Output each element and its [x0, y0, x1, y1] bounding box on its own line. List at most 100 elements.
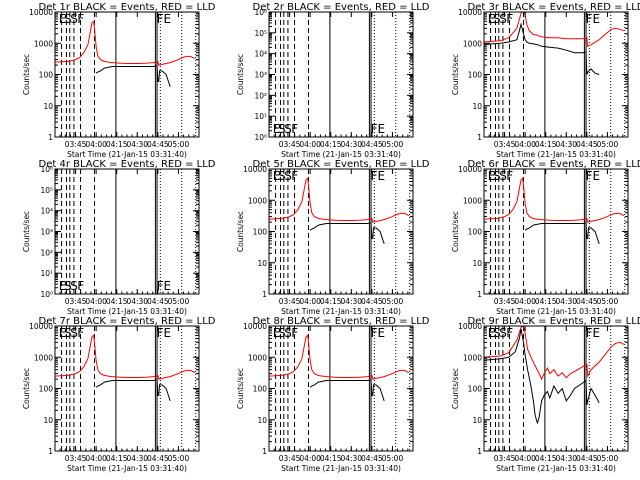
x-tick-label: 04:30 [126, 454, 148, 463]
event-marker-label: F [291, 122, 298, 136]
x-axis-label: Start Time (21-Jan-15 03:31:40) [496, 464, 616, 473]
event-marker-label: S [70, 12, 78, 26]
x-tick-label: 04:00 [85, 297, 107, 306]
y-tick-label: 1000 [248, 196, 267, 205]
event-marker-label: S [499, 12, 507, 26]
y-tick-label: 10000 [458, 322, 482, 331]
event-marker-label: E [273, 169, 281, 183]
y-tick-label: 10⁵ [254, 29, 267, 38]
x-tick-label: 04:45 [147, 454, 169, 463]
x-tick-label: 03:45 [494, 454, 516, 463]
panel-title: Det 3r BLACK = Events, RED = LLD [468, 2, 640, 13]
x-tick-label: 05:00 [382, 297, 404, 306]
x-tick-label: 04:00 [299, 454, 321, 463]
x-tick-label: 05:00 [168, 454, 190, 463]
event-marker-label: E [488, 326, 496, 340]
event-marker-label: E [488, 12, 496, 26]
lld-series-line [269, 177, 410, 223]
x-tick-label: 05:00 [168, 140, 190, 149]
plot-frame [483, 168, 629, 295]
y-tick-label: 1 [262, 290, 267, 299]
y-tick-label: 100 [39, 385, 54, 394]
x-axis-label: Start Time (21-Jan-15 03:31:40) [496, 307, 616, 316]
event-marker-label: E [59, 326, 67, 340]
x-tick-label: 04:15 [320, 297, 342, 306]
x-tick-label: 04:30 [555, 454, 577, 463]
y-tick-label: 10¹ [40, 269, 53, 278]
x-tick-label: 04:45 [147, 140, 169, 149]
y-tick-label: 10000 [29, 8, 53, 17]
panel-title: Det 9r BLACK = Events, RED = LLD [468, 316, 640, 327]
y-axis-label: Counts/sec [22, 211, 31, 252]
plot-frame [268, 11, 414, 138]
plot-frame [483, 325, 629, 452]
y-tick-label: 10⁰ [254, 133, 267, 142]
y-tick-label: 10000 [243, 322, 267, 331]
events-series-line [309, 379, 385, 402]
x-tick-label: 04:15 [535, 140, 557, 149]
x-tick-label: 03:45 [494, 140, 516, 149]
x-tick-label: 04:30 [340, 454, 362, 463]
event-marker-label: FE [371, 326, 385, 340]
lld-series-line [484, 12, 625, 48]
y-tick-label: 100 [39, 71, 54, 80]
event-marker-label: S [64, 12, 72, 26]
x-tick-label: 03:45 [65, 140, 87, 149]
y-tick-label: 10 [43, 416, 53, 425]
y-tick-label: 1000 [34, 353, 53, 362]
y-tick-label: 10² [40, 248, 53, 257]
x-tick-label: 04:45 [576, 297, 598, 306]
event-marker-label: F [291, 326, 298, 340]
x-axis-label: Start Time (21-Jan-15 03:31:40) [281, 150, 401, 159]
y-axis-label: Counts/sec [236, 54, 245, 95]
event-marker-label: S [284, 326, 292, 340]
y-tick-label: 10000 [29, 322, 53, 331]
y-tick-label: 10000 [243, 165, 267, 174]
x-tick-label: 04:30 [126, 140, 148, 149]
lld-series-line [269, 334, 410, 380]
y-tick-label: 1 [48, 133, 53, 142]
event-marker-label: FE [586, 12, 600, 26]
lld-series-line [484, 326, 625, 381]
event-marker-label: S [278, 326, 286, 340]
plot-frame [54, 11, 200, 138]
y-tick-label: 10⁰ [40, 290, 53, 299]
x-tick-label: 03:45 [279, 297, 301, 306]
x-tick-label: 04:45 [361, 297, 383, 306]
event-marker-label: S [64, 326, 72, 340]
panel-title: Det 6r BLACK = Events, RED = LLD [468, 159, 640, 170]
x-axis-label: Start Time (21-Jan-15 03:31:40) [67, 307, 187, 316]
lld-series-line [484, 177, 625, 223]
event-marker-label: S [70, 279, 78, 293]
x-tick-label: 05:00 [597, 140, 619, 149]
lld-series-line [55, 334, 196, 380]
y-tick-label: 1000 [248, 353, 267, 362]
y-tick-label: 1000 [463, 39, 482, 48]
panel-2: Det 2r BLACK = Events, RED = LLD ESS F FE 10… [236, 2, 430, 159]
event-marker-label: FE [157, 326, 171, 340]
event-marker-label: S [499, 326, 507, 340]
y-tick-label: 10⁵ [40, 186, 53, 195]
events-series-line [95, 65, 171, 88]
y-tick-label: 1000 [463, 196, 482, 205]
y-tick-label: 10³ [254, 71, 267, 80]
event-marker-label: FE [371, 122, 385, 136]
panel-title: Det 8r BLACK = Events, RED = LLD [253, 316, 430, 327]
x-axis-label: Start Time (21-Jan-15 03:31:40) [67, 150, 187, 159]
x-tick-label: 04:45 [576, 140, 598, 149]
event-marker-label: E [59, 12, 67, 26]
event-marker-label: S [284, 122, 292, 136]
event-marker-label: S [493, 326, 501, 340]
x-tick-label: 04:30 [555, 140, 577, 149]
y-axis-label: Counts/sec [236, 211, 245, 252]
y-tick-label: 10 [472, 259, 482, 268]
x-tick-label: 04:15 [106, 297, 128, 306]
x-tick-label: 03:45 [65, 297, 87, 306]
x-tick-label: 04:45 [576, 454, 598, 463]
y-tick-label: 10 [472, 102, 482, 111]
y-tick-label: 10 [472, 416, 482, 425]
